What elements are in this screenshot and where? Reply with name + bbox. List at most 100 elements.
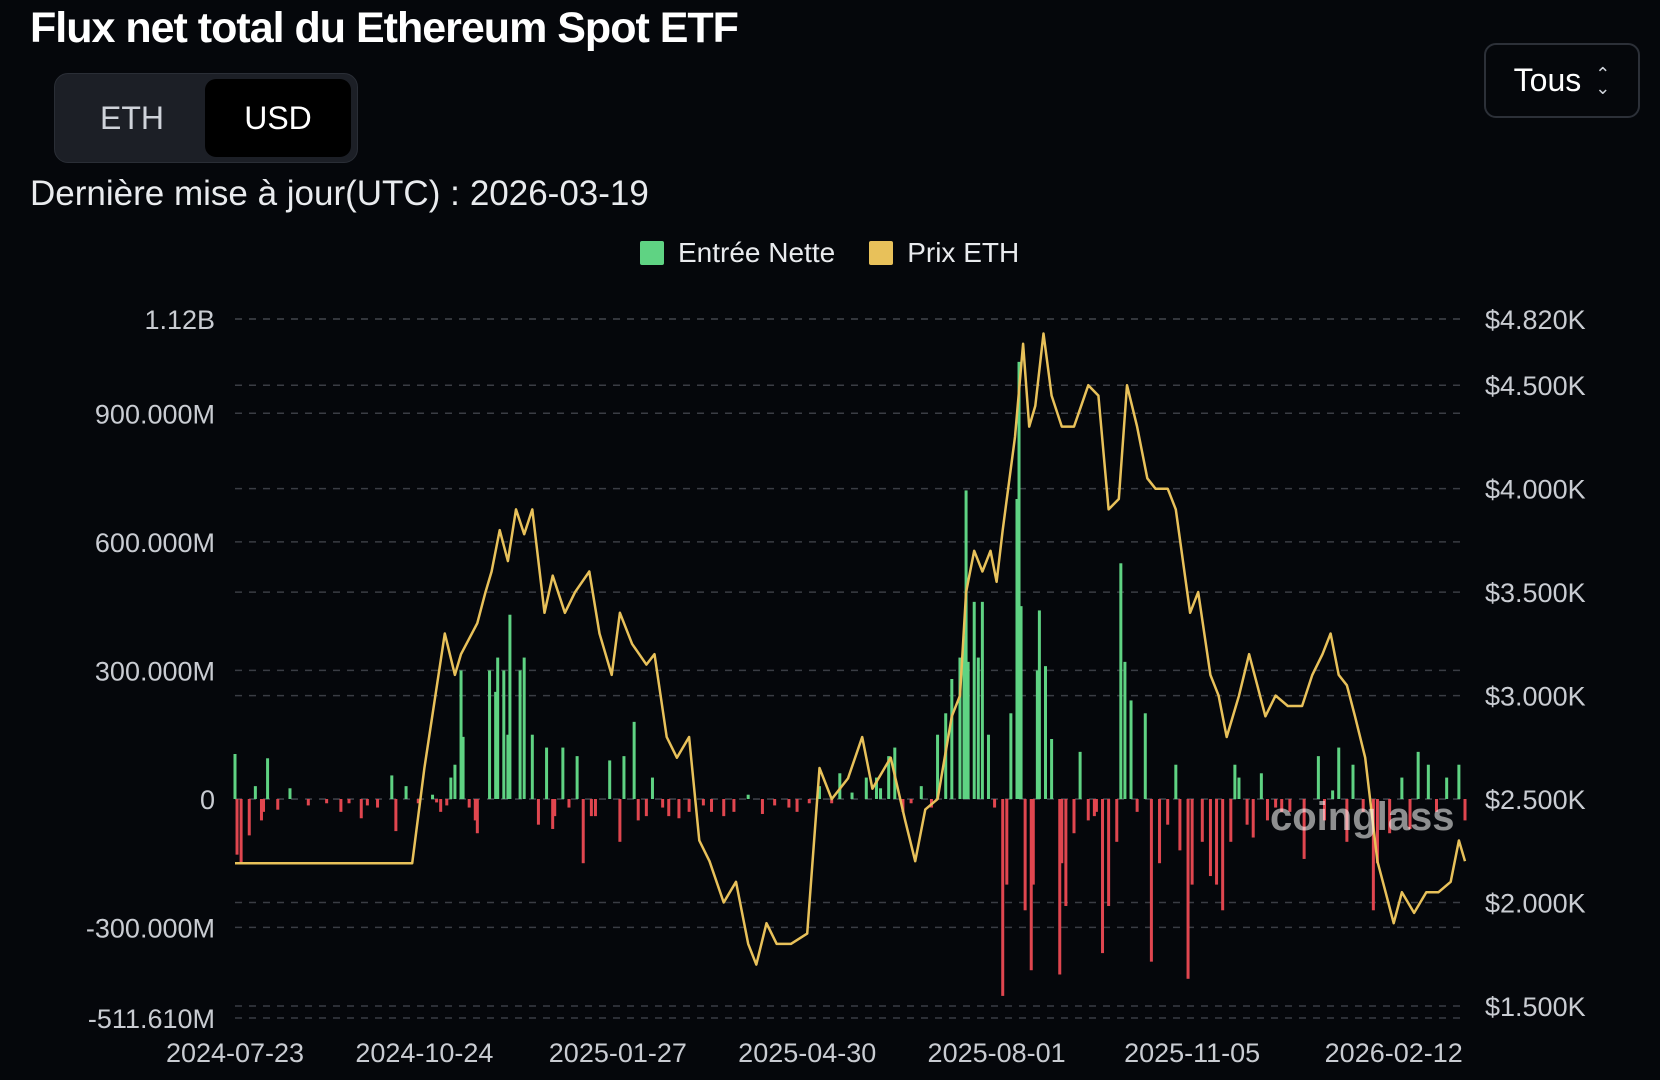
inflow-bar	[986, 734, 990, 799]
inflow-bar	[1361, 799, 1365, 812]
inflow-bar	[1015, 499, 1019, 799]
inflow-bar	[589, 799, 593, 817]
inflow-bar	[1143, 713, 1147, 799]
inflow-bar	[276, 799, 280, 810]
inflow-bar	[376, 799, 380, 808]
chevron-up-down-icon: ⌃ ⌄	[1595, 63, 1611, 98]
inflow-bar	[1064, 799, 1068, 907]
inflow-bar	[830, 799, 834, 804]
inflow-bar	[962, 636, 966, 799]
inflow-bar	[404, 786, 408, 799]
inflow-bar	[453, 764, 457, 799]
inflow-bar	[1072, 799, 1076, 834]
unit-usd-button[interactable]: USD	[205, 79, 351, 157]
inflow-bar	[1229, 799, 1233, 842]
inflow-bar	[1434, 799, 1438, 812]
inflow-bar	[1426, 764, 1430, 799]
inflow-bar	[475, 799, 479, 834]
inflow-bar	[347, 799, 351, 804]
inflow-bar	[795, 799, 799, 812]
inflow-bar	[1158, 799, 1162, 864]
y-right-tick-label: $2.500K	[1485, 785, 1586, 815]
inflow-bar	[1115, 799, 1119, 842]
inflow-bar	[864, 777, 868, 799]
x-tick-label: 2024-07-23	[166, 1038, 304, 1068]
inflow-bar	[1400, 777, 1404, 799]
inflow-bar	[1060, 799, 1064, 864]
y-left-tick-label: 300.000M	[95, 656, 215, 686]
inflow-bar	[1050, 739, 1054, 799]
price-line	[235, 332, 1467, 966]
grid-lines	[235, 318, 1465, 1019]
inflow-bars	[233, 361, 1467, 996]
inflow-bar	[1086, 799, 1090, 821]
inflow-bar	[496, 657, 500, 799]
inflow-bar	[449, 777, 453, 799]
inflow-bar	[1037, 610, 1041, 799]
inflow-bar	[1186, 799, 1190, 979]
inflow-bar	[473, 799, 477, 821]
x-tick-label: 2025-04-30	[738, 1038, 876, 1068]
inflow-bar	[325, 799, 329, 804]
inflow-bar	[773, 799, 777, 806]
legend-item-price[interactable]: Prix ETH	[869, 237, 1019, 269]
inflow-bar	[239, 799, 243, 864]
inflow-bar	[259, 799, 263, 821]
inflow-bar	[266, 758, 270, 799]
inflow-bar	[1265, 799, 1269, 821]
inflow-bar	[530, 734, 534, 799]
inflow-bar	[1174, 764, 1178, 799]
inflow-bar	[253, 786, 257, 799]
inflow-bar	[722, 799, 726, 817]
inflow-bar	[879, 788, 883, 799]
inflow-bar	[593, 799, 597, 817]
y-right-tick-label: $3.000K	[1485, 682, 1586, 712]
inflow-bar	[618, 799, 622, 842]
y-right-tick-label: $4.000K	[1485, 475, 1586, 505]
inflow-bar	[1288, 799, 1292, 812]
inflow-bar	[1149, 799, 1153, 962]
inflow-bar	[964, 490, 968, 799]
inflow-bar	[838, 773, 842, 799]
inflow-bar	[390, 775, 394, 799]
legend-item-inflow[interactable]: Entrée Nette	[640, 237, 835, 269]
y-left-tick-label: 600.000M	[95, 528, 215, 558]
inflow-bar	[1019, 606, 1023, 799]
inflow-bar	[919, 786, 923, 799]
inflow-bar	[650, 777, 654, 799]
inflow-bar	[1337, 747, 1341, 799]
range-select[interactable]: Tous ⌃ ⌄	[1484, 43, 1640, 118]
inflow-bar	[581, 799, 585, 864]
price-line-layer	[235, 332, 1467, 966]
inflow-bar	[235, 799, 239, 855]
inflow-bar	[760, 799, 764, 814]
inflow-bar	[874, 777, 878, 799]
inflow-bar	[1322, 799, 1326, 821]
y-left-tick-label: 1.12B	[144, 305, 215, 335]
legend-label-price: Prix ETH	[907, 237, 1020, 268]
inflow-bar	[701, 799, 705, 806]
inflow-bar	[1233, 764, 1237, 799]
unit-toggle: ETH USD	[54, 73, 358, 163]
inflow-bar	[887, 756, 891, 799]
coinglass-watermark: coinglass	[1270, 795, 1455, 839]
inflow-bar	[575, 756, 579, 799]
inflow-bar	[1251, 799, 1255, 838]
inflow-bar	[233, 754, 237, 799]
inflow-bar	[1200, 799, 1204, 842]
inflow-bar	[1375, 799, 1379, 864]
inflow-bar	[1463, 799, 1467, 821]
inflow-bar	[632, 721, 636, 799]
y-right-tick-label: $4.500K	[1485, 371, 1586, 401]
inflow-bar	[359, 799, 363, 819]
inflow-bar	[1135, 799, 1139, 812]
unit-eth-button[interactable]: ETH	[100, 99, 164, 136]
inflow-bar	[1029, 799, 1033, 971]
x-tick-label: 2025-01-27	[549, 1038, 687, 1068]
inflow-bar	[1043, 666, 1047, 799]
inflow-bar	[667, 799, 671, 817]
inflow-bar	[518, 670, 522, 799]
last-updated-label: Dernière mise à jour(UTC) :	[30, 174, 460, 213]
inflow-bar	[976, 657, 980, 799]
